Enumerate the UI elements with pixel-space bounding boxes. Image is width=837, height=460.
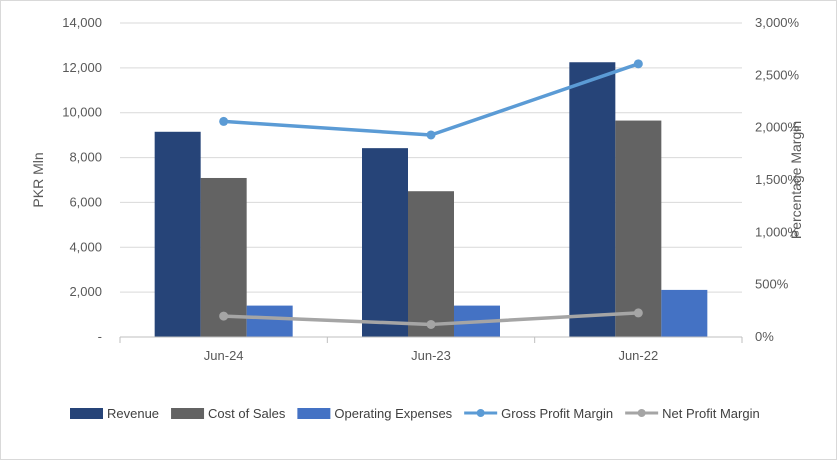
y2-tick-label: 1,000% [755, 224, 800, 239]
legend-gross-profit-margin-marker [476, 409, 485, 417]
y-tick-label: 4,000 [69, 239, 102, 254]
y2-axis-title: Percentage Margin [788, 121, 804, 239]
y2-tick-label: 2,000% [755, 120, 800, 135]
bar-cost-of-sales [615, 120, 662, 337]
legend-revenue-label: Revenue [107, 406, 159, 421]
point-gross-profit-margin [219, 116, 229, 126]
legend-gross-profit-margin-label: Gross Profit Margin [501, 406, 613, 421]
x-tick-label: Jun-23 [411, 348, 451, 363]
legend-cost-of-sales-label: Cost of Sales [208, 406, 286, 421]
y-tick-label: 10,000 [62, 105, 102, 120]
legend-net-profit-margin-label: Net Profit Margin [662, 406, 760, 421]
legend-cost-of-sales-swatch [171, 408, 205, 419]
y-tick-label: 8,000 [69, 150, 102, 165]
line-series [219, 59, 643, 329]
x-tick-label: Jun-22 [618, 348, 658, 363]
bar-revenue [362, 148, 408, 337]
bar-revenue [569, 62, 616, 337]
legend: Revenue Cost of Sales Operating Expenses Gr… [70, 406, 760, 421]
bar-cost-of-sales [408, 191, 454, 337]
x-tick-label: Jun-24 [204, 348, 244, 363]
legend-net-profit-margin-marker [637, 409, 646, 417]
bar-series [154, 62, 708, 337]
left-axis-ticks: - 2,000 4,000 6,000 8,000 10,000 12,000 14,000 [62, 15, 102, 344]
y2-tick-label: 1,500% [755, 172, 800, 187]
bar-revenue [154, 131, 201, 337]
legend-revenue-swatch [70, 408, 103, 419]
y2-tick-label: 3,000% [755, 15, 800, 30]
y2-tick-label: 2,500% [755, 67, 800, 82]
bar-operating-expenses [661, 289, 708, 337]
legend-operating-expenses-label: Operating Expenses [334, 406, 452, 421]
x-axis-ticks: Jun-24 Jun-23 Jun-22 [119, 337, 743, 363]
y2-tick-label: 0% [755, 329, 774, 344]
y-tick-label: 2,000 [69, 284, 102, 299]
point-net-profit-margin [426, 319, 436, 329]
right-axis-ticks: 0% 500% 1,000% 1,500% 2,000% 2,500% 3,000% [755, 15, 800, 344]
legend-operating-expenses-swatch [297, 408, 331, 419]
point-net-profit-margin [219, 311, 229, 321]
y-tick-label: 6,000 [69, 194, 102, 209]
y2-tick-label: 500% [755, 277, 789, 292]
y-tick-label: 12,000 [62, 60, 102, 75]
bar-cost-of-sales [200, 177, 247, 337]
y-tick-label: - [98, 329, 102, 344]
y-axis-title: PKR Mln [30, 152, 46, 207]
point-gross-profit-margin [633, 59, 643, 69]
point-gross-profit-margin [426, 130, 436, 140]
point-net-profit-margin [633, 308, 643, 318]
y-tick-label: 14,000 [62, 15, 102, 30]
bar-operating-expenses [246, 305, 293, 337]
